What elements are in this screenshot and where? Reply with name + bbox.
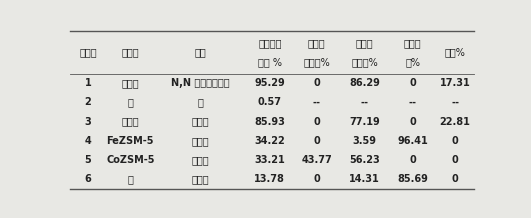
Text: 0: 0 bbox=[409, 78, 416, 88]
Text: --: -- bbox=[409, 97, 417, 107]
Text: 13.78: 13.78 bbox=[254, 174, 285, 184]
Text: 0: 0 bbox=[313, 78, 320, 88]
Text: 1: 1 bbox=[85, 78, 91, 88]
Text: 5: 5 bbox=[85, 155, 91, 165]
Text: 环己烯转: 环己烯转 bbox=[258, 38, 281, 48]
Text: 0: 0 bbox=[452, 155, 458, 165]
Text: 22.81: 22.81 bbox=[440, 117, 470, 127]
Text: 苯甲醇: 苯甲醇 bbox=[192, 136, 209, 146]
Text: 2: 2 bbox=[85, 97, 91, 107]
Text: 85.69: 85.69 bbox=[397, 174, 429, 184]
Text: 醛酸钓: 醛酸钓 bbox=[122, 117, 139, 127]
Text: CoZSM-5: CoZSM-5 bbox=[106, 155, 155, 165]
Text: 17.31: 17.31 bbox=[440, 78, 470, 88]
Text: 0: 0 bbox=[452, 174, 458, 184]
Text: 85.93: 85.93 bbox=[254, 117, 285, 127]
Text: 14.31: 14.31 bbox=[349, 174, 380, 184]
Text: 其他%: 其他% bbox=[444, 47, 466, 57]
Text: 无: 无 bbox=[198, 97, 203, 107]
Text: N,N 二甲基乙酰胺: N,N 二甲基乙酰胺 bbox=[172, 78, 230, 88]
Text: 4: 4 bbox=[85, 136, 91, 146]
Text: 硬酸钓: 硬酸钓 bbox=[122, 78, 139, 88]
Text: 86.29: 86.29 bbox=[349, 78, 380, 88]
Text: 0: 0 bbox=[313, 174, 320, 184]
Text: 选择性%: 选择性% bbox=[352, 57, 378, 67]
Text: 苯甲醇: 苯甲醇 bbox=[192, 155, 209, 165]
Text: 苯选择: 苯选择 bbox=[404, 38, 422, 48]
Text: --: -- bbox=[451, 97, 459, 107]
Text: 实施例: 实施例 bbox=[79, 47, 97, 57]
Text: 环己酮: 环己酮 bbox=[356, 38, 374, 48]
Text: 96.41: 96.41 bbox=[397, 136, 428, 146]
Text: 43.77: 43.77 bbox=[301, 155, 332, 165]
Text: 0: 0 bbox=[409, 117, 416, 127]
Text: 选择性%: 选择性% bbox=[303, 57, 330, 67]
Text: 环己醇: 环己醇 bbox=[308, 38, 326, 48]
Text: 56.23: 56.23 bbox=[349, 155, 380, 165]
Text: 催化剂: 催化剂 bbox=[122, 47, 139, 57]
Text: 溶剂: 溶剂 bbox=[195, 47, 207, 57]
Text: 0: 0 bbox=[452, 136, 458, 146]
Text: 0: 0 bbox=[313, 136, 320, 146]
Text: 3.59: 3.59 bbox=[353, 136, 377, 146]
Text: FeZSM-5: FeZSM-5 bbox=[107, 136, 154, 146]
Text: 无: 无 bbox=[127, 97, 133, 107]
Text: 无: 无 bbox=[127, 174, 133, 184]
Text: 95.29: 95.29 bbox=[254, 78, 285, 88]
Text: 化率 %: 化率 % bbox=[258, 57, 282, 67]
Text: 性%: 性% bbox=[405, 57, 421, 67]
Text: 苯甲醇: 苯甲醇 bbox=[192, 174, 209, 184]
Text: 33.21: 33.21 bbox=[254, 155, 285, 165]
Text: 0.57: 0.57 bbox=[258, 97, 282, 107]
Text: 苯甲醇: 苯甲醇 bbox=[192, 117, 209, 127]
Text: 6: 6 bbox=[85, 174, 91, 184]
Text: --: -- bbox=[313, 97, 321, 107]
Text: 77.19: 77.19 bbox=[349, 117, 380, 127]
Text: --: -- bbox=[361, 97, 369, 107]
Text: 3: 3 bbox=[85, 117, 91, 127]
Text: 0: 0 bbox=[409, 155, 416, 165]
Text: 0: 0 bbox=[313, 117, 320, 127]
Text: 34.22: 34.22 bbox=[254, 136, 285, 146]
